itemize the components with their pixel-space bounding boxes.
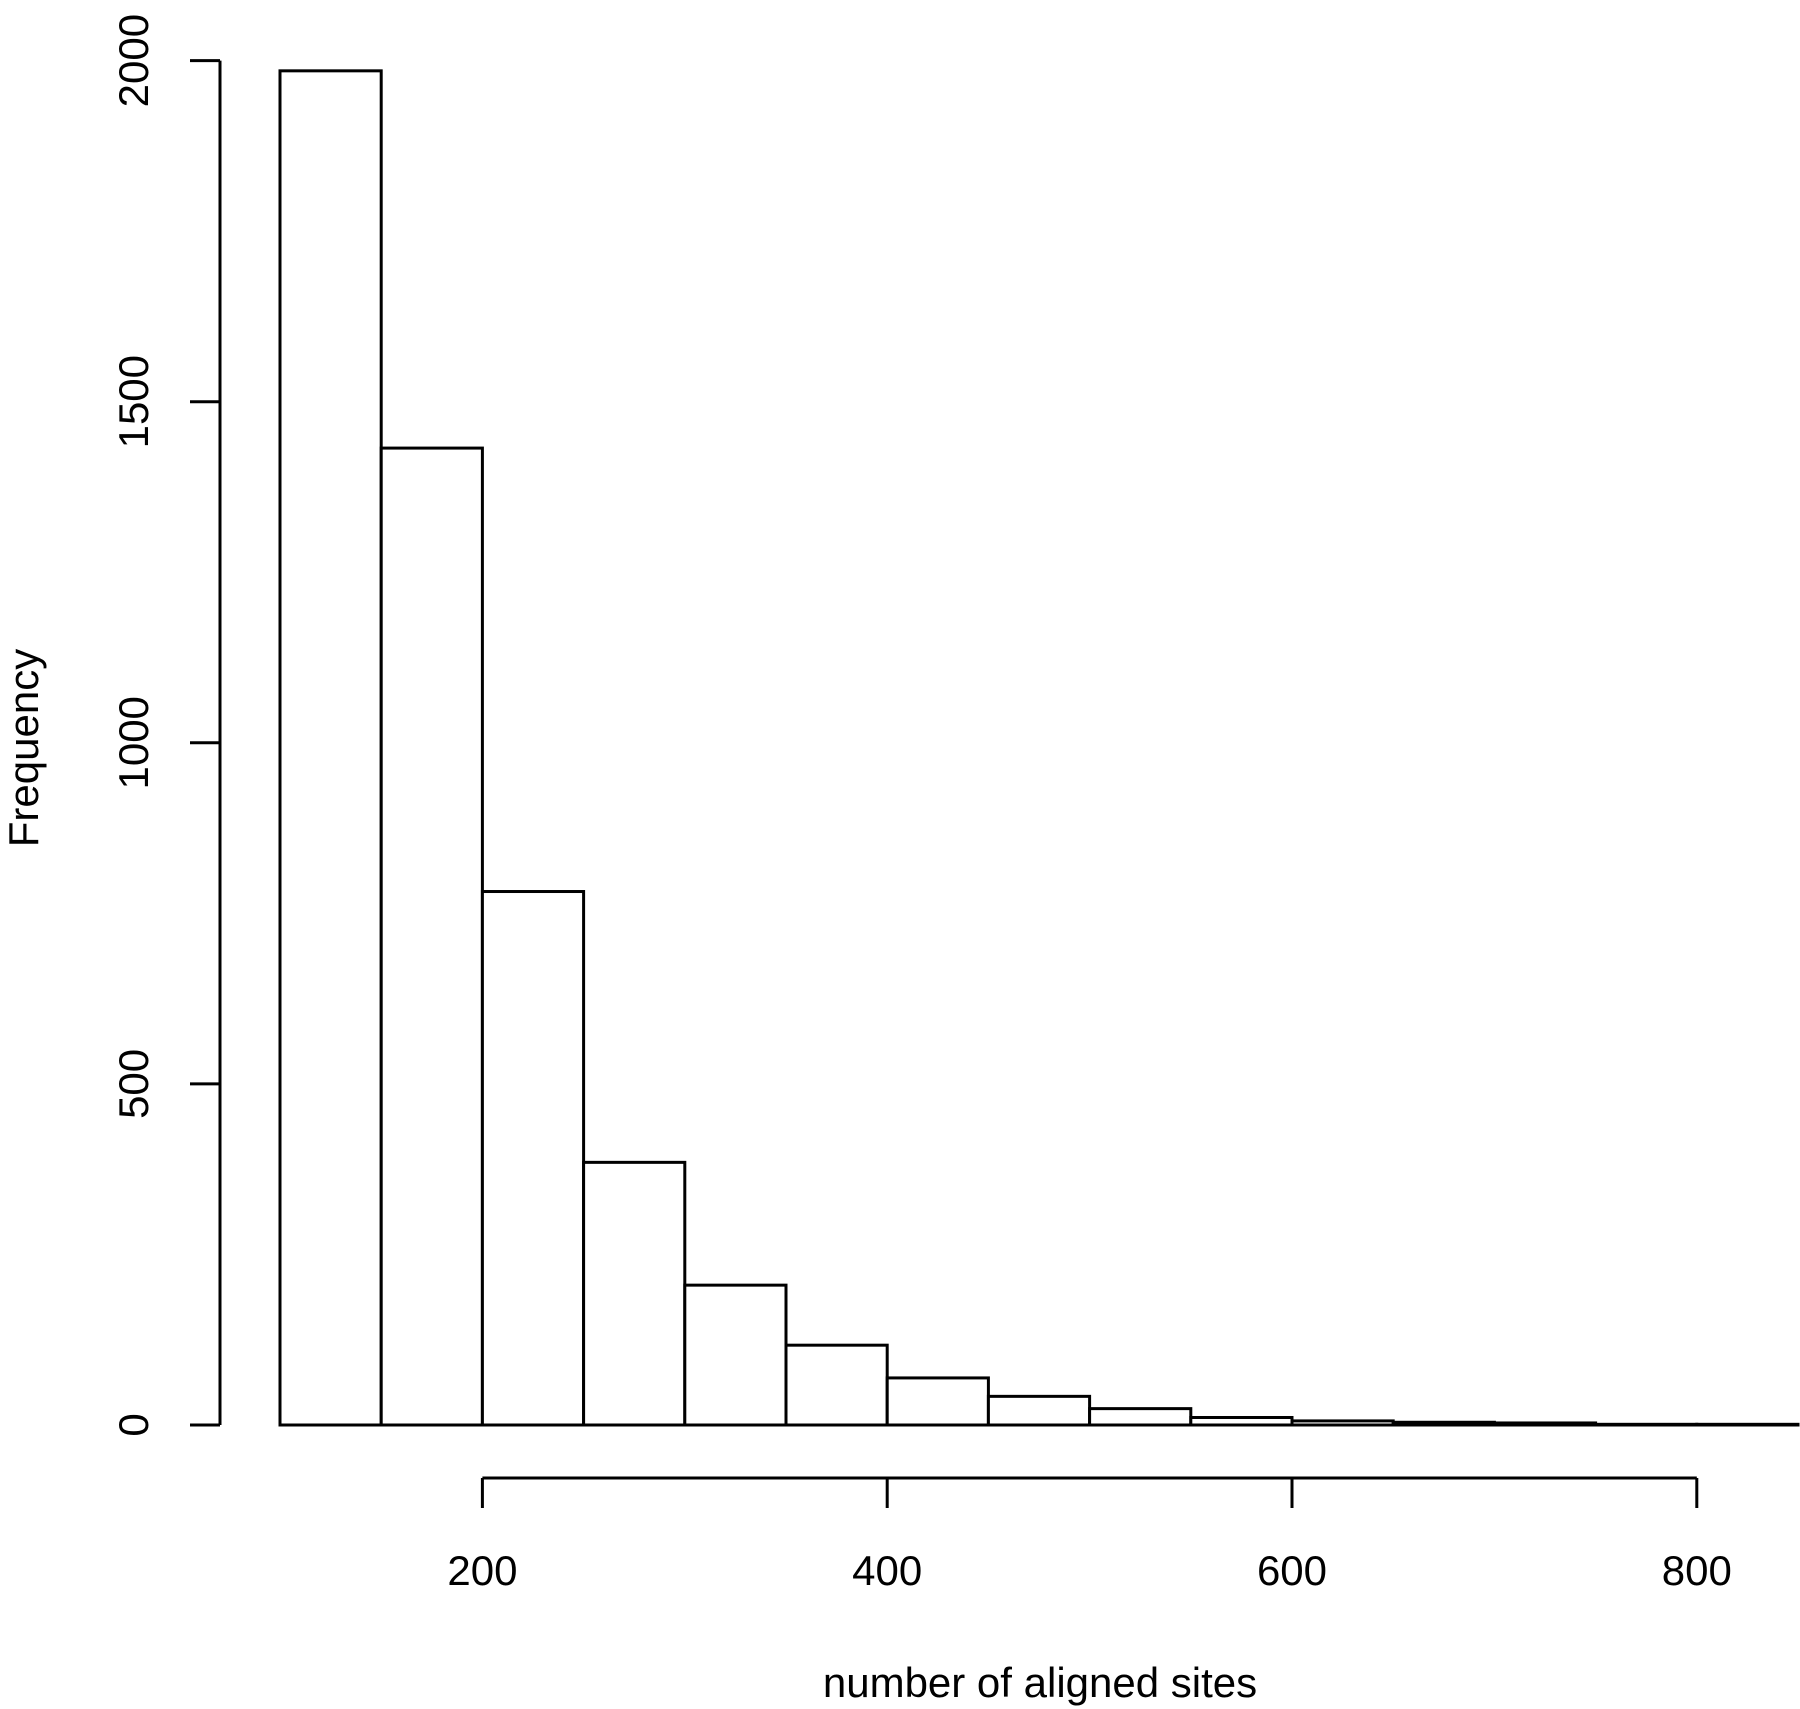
- histogram-bar: [1391, 1420, 1496, 1427]
- histogram-bar: [1594, 1422, 1699, 1427]
- y-axis: 0 500 1000 1500 2000: [110, 14, 222, 1437]
- y-tick-label: 0: [110, 1413, 157, 1436]
- histogram-bar: [1492, 1421, 1598, 1427]
- histogram-bar: [379, 446, 484, 1427]
- y-tick-label: 1500: [110, 355, 157, 448]
- y-tick-label: 1000: [110, 696, 157, 789]
- histogram-bar: [582, 1160, 687, 1427]
- x-tick-label: 400: [852, 1547, 922, 1594]
- y-tick-label: 2000: [110, 14, 157, 107]
- bars-group: [278, 69, 1800, 1427]
- x-axis: 200 400 600 800: [447, 1476, 1732, 1594]
- histogram-bar: [1695, 1422, 1800, 1427]
- histogram-bar: [683, 1283, 788, 1427]
- histogram-bar: [885, 1376, 990, 1427]
- x-axis-title: number of aligned sites: [823, 1659, 1257, 1706]
- histogram-bar: [1088, 1407, 1193, 1427]
- x-tick-label: 200: [447, 1547, 517, 1594]
- histogram-bar: [784, 1343, 889, 1427]
- y-axis-title: Frequency: [0, 649, 47, 847]
- histogram-bar: [986, 1394, 1092, 1427]
- histogram-bar: [1189, 1415, 1294, 1427]
- x-tick-label: 600: [1257, 1547, 1327, 1594]
- histogram-bar: [278, 69, 383, 1427]
- x-tick-label: 800: [1662, 1547, 1732, 1594]
- histogram-bar: [480, 890, 586, 1427]
- histogram-bar: [1290, 1419, 1395, 1427]
- y-tick-label: 500: [110, 1049, 157, 1119]
